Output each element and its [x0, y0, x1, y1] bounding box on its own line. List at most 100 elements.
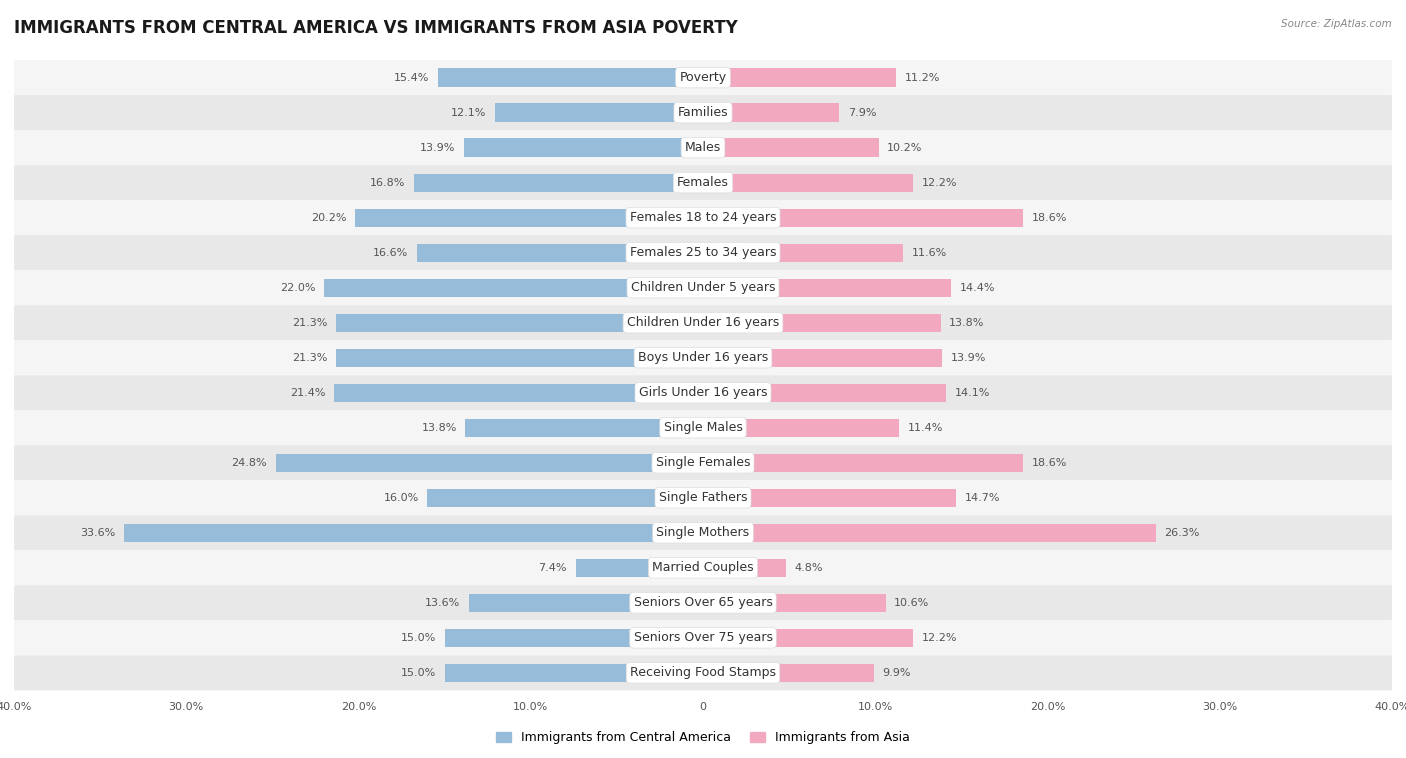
Text: 13.9%: 13.9%	[419, 143, 456, 152]
Bar	[703, 139, 879, 157]
Text: 14.7%: 14.7%	[965, 493, 1000, 503]
Text: 11.6%: 11.6%	[911, 248, 946, 258]
Bar	[464, 139, 703, 157]
Text: 16.8%: 16.8%	[370, 177, 405, 188]
Text: 9.9%: 9.9%	[882, 668, 911, 678]
FancyBboxPatch shape	[14, 235, 1392, 270]
Bar	[703, 208, 1024, 227]
Text: Single Females: Single Females	[655, 456, 751, 469]
Bar	[335, 384, 703, 402]
Text: 16.0%: 16.0%	[384, 493, 419, 503]
Text: 12.1%: 12.1%	[450, 108, 486, 117]
FancyBboxPatch shape	[14, 270, 1392, 305]
Text: IMMIGRANTS FROM CENTRAL AMERICA VS IMMIGRANTS FROM ASIA POVERTY: IMMIGRANTS FROM CENTRAL AMERICA VS IMMIG…	[14, 19, 738, 37]
FancyBboxPatch shape	[14, 375, 1392, 410]
Bar	[413, 174, 703, 192]
Text: 7.4%: 7.4%	[538, 562, 567, 573]
Text: 21.3%: 21.3%	[292, 352, 328, 362]
FancyBboxPatch shape	[14, 60, 1392, 95]
Text: 21.3%: 21.3%	[292, 318, 328, 327]
Text: 15.0%: 15.0%	[401, 668, 436, 678]
Text: 15.4%: 15.4%	[394, 73, 429, 83]
Bar	[703, 524, 1156, 542]
FancyBboxPatch shape	[14, 550, 1392, 585]
Text: Males: Males	[685, 141, 721, 154]
Bar	[703, 68, 896, 86]
Text: Seniors Over 75 years: Seniors Over 75 years	[634, 631, 772, 644]
Text: Girls Under 16 years: Girls Under 16 years	[638, 387, 768, 399]
FancyBboxPatch shape	[14, 620, 1392, 656]
Text: Single Males: Single Males	[664, 421, 742, 434]
Text: Poverty: Poverty	[679, 71, 727, 84]
Text: 13.8%: 13.8%	[949, 318, 984, 327]
Text: 16.6%: 16.6%	[373, 248, 409, 258]
Bar	[703, 489, 956, 507]
Bar	[703, 278, 950, 297]
Text: 26.3%: 26.3%	[1164, 528, 1199, 537]
Text: Seniors Over 65 years: Seniors Over 65 years	[634, 597, 772, 609]
Bar	[437, 68, 703, 86]
FancyBboxPatch shape	[14, 410, 1392, 445]
Bar	[495, 104, 703, 122]
Bar	[703, 349, 942, 367]
FancyBboxPatch shape	[14, 481, 1392, 515]
FancyBboxPatch shape	[14, 130, 1392, 165]
Bar	[323, 278, 703, 297]
Text: Source: ZipAtlas.com: Source: ZipAtlas.com	[1281, 19, 1392, 29]
Text: 20.2%: 20.2%	[311, 213, 346, 223]
Text: 11.4%: 11.4%	[908, 423, 943, 433]
Text: 22.0%: 22.0%	[280, 283, 315, 293]
Text: Married Couples: Married Couples	[652, 562, 754, 575]
Bar	[703, 243, 903, 262]
Legend: Immigrants from Central America, Immigrants from Asia: Immigrants from Central America, Immigra…	[491, 726, 915, 749]
FancyBboxPatch shape	[14, 340, 1392, 375]
FancyBboxPatch shape	[14, 585, 1392, 620]
Text: 4.8%: 4.8%	[794, 562, 823, 573]
FancyBboxPatch shape	[14, 305, 1392, 340]
Text: 13.9%: 13.9%	[950, 352, 987, 362]
Text: 18.6%: 18.6%	[1032, 458, 1067, 468]
Text: 14.4%: 14.4%	[960, 283, 995, 293]
Bar	[703, 418, 900, 437]
Text: Receiving Food Stamps: Receiving Food Stamps	[630, 666, 776, 679]
Bar	[336, 314, 703, 332]
Text: Families: Families	[678, 106, 728, 119]
Bar	[465, 418, 703, 437]
Bar	[703, 104, 839, 122]
Bar	[427, 489, 703, 507]
Bar	[703, 314, 941, 332]
FancyBboxPatch shape	[14, 656, 1392, 691]
Text: Females 25 to 34 years: Females 25 to 34 years	[630, 246, 776, 259]
Text: Single Mothers: Single Mothers	[657, 526, 749, 539]
Text: 14.1%: 14.1%	[955, 388, 990, 398]
Text: 24.8%: 24.8%	[232, 458, 267, 468]
Text: Females: Females	[678, 176, 728, 189]
Bar	[444, 664, 703, 682]
Bar	[276, 453, 703, 471]
Text: 21.4%: 21.4%	[290, 388, 326, 398]
Bar	[444, 628, 703, 647]
FancyBboxPatch shape	[14, 95, 1392, 130]
Bar	[703, 594, 886, 612]
Bar	[468, 594, 703, 612]
Text: 10.6%: 10.6%	[894, 598, 929, 608]
Bar	[356, 208, 703, 227]
Bar	[703, 628, 912, 647]
Text: 33.6%: 33.6%	[80, 528, 115, 537]
Bar	[703, 559, 786, 577]
FancyBboxPatch shape	[14, 445, 1392, 481]
Text: 15.0%: 15.0%	[401, 633, 436, 643]
Text: 12.2%: 12.2%	[922, 633, 957, 643]
Text: Children Under 5 years: Children Under 5 years	[631, 281, 775, 294]
Text: 7.9%: 7.9%	[848, 108, 876, 117]
Bar	[575, 559, 703, 577]
Text: Single Fathers: Single Fathers	[659, 491, 747, 504]
Text: 10.2%: 10.2%	[887, 143, 922, 152]
Text: Females 18 to 24 years: Females 18 to 24 years	[630, 211, 776, 224]
FancyBboxPatch shape	[14, 200, 1392, 235]
Text: 13.6%: 13.6%	[425, 598, 460, 608]
Bar	[703, 384, 946, 402]
Text: 11.2%: 11.2%	[904, 73, 939, 83]
Text: 18.6%: 18.6%	[1032, 213, 1067, 223]
Bar	[336, 349, 703, 367]
